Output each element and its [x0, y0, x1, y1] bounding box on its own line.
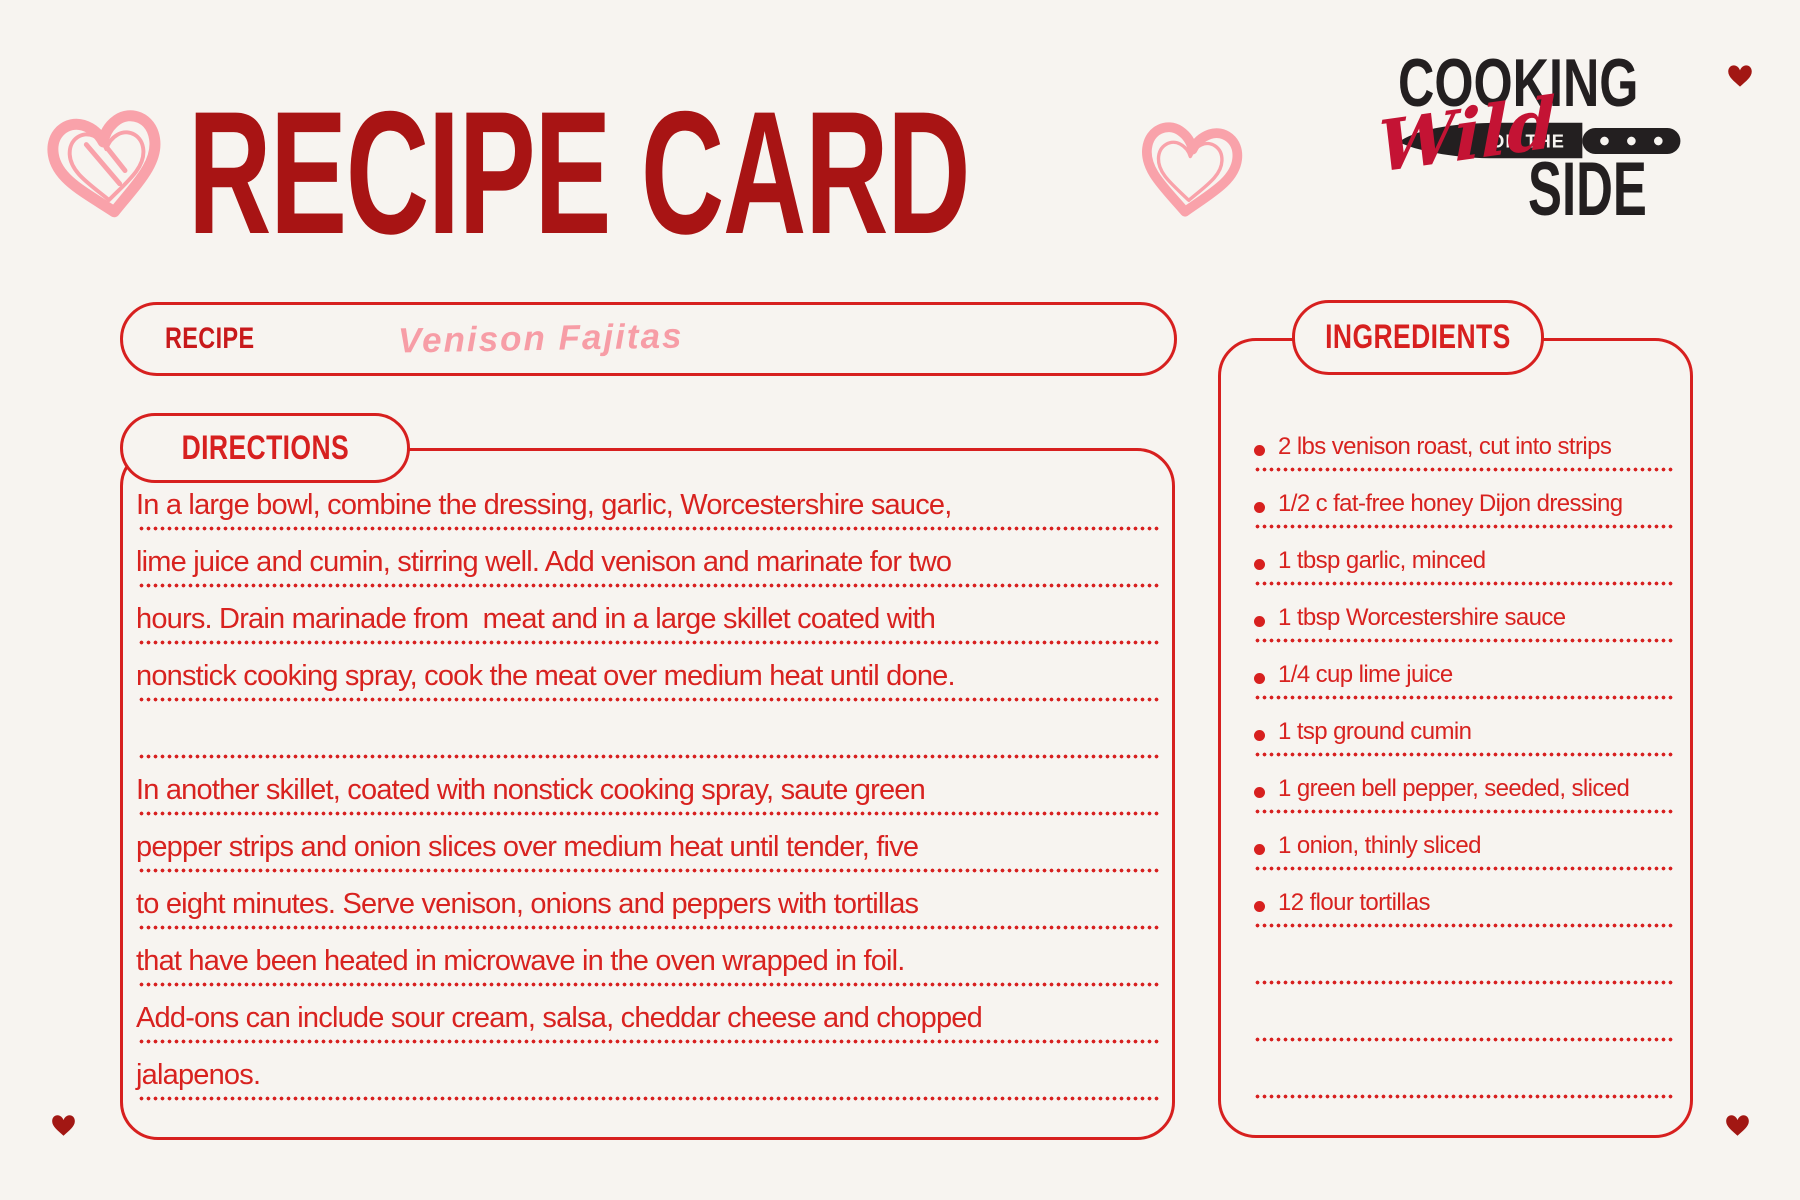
ingredient-item: 2 lbs venison roast, cut into strips — [1252, 415, 1676, 472]
directions-line: In another skillet, coated with nonstick… — [136, 759, 1162, 816]
directions-line-empty — [136, 702, 1162, 759]
corner-heart-bottom-right-icon — [1726, 1115, 1749, 1136]
page-title: RECIPE CARD — [188, 76, 971, 271]
ingredients-tab: INGREDIENTS — [1292, 300, 1544, 375]
recipe-label: RECIPE — [165, 322, 255, 355]
brand-logo: COOKING ON THE Wild SIDE — [1378, 45, 1710, 235]
ingredients-list: 2 lbs venison roast, cut into strips 1/2… — [1252, 415, 1676, 1099]
directions-line: that have been heated in microwave in th… — [136, 930, 1162, 987]
corner-heart-bottom-left-icon — [52, 1115, 75, 1136]
directions-tab: DIRECTIONS — [120, 413, 410, 483]
bullet-icon — [1254, 787, 1265, 798]
bullet-icon — [1254, 844, 1265, 855]
directions-line: nonstick cooking spray, cook the meat ov… — [136, 645, 1162, 702]
directions-box — [120, 448, 1175, 1140]
recipe-name-value: Venison Fajitas — [397, 316, 684, 361]
directions-line: to eight minutes. Serve venison, onions … — [136, 873, 1162, 930]
logo-cooking-text: COOKING — [1398, 45, 1639, 121]
ingredient-item-empty — [1252, 1042, 1676, 1099]
ingredient-item: 12 flour tortillas — [1252, 871, 1676, 928]
recipe-name-box: RECIPE Venison Fajitas — [120, 302, 1177, 376]
directions-list: In a large bowl, combine the dressing, g… — [136, 474, 1162, 1101]
bullet-icon — [1254, 445, 1265, 456]
knife-icon: ON THE — [1398, 122, 1681, 159]
bullet-icon — [1254, 616, 1265, 627]
bullet-icon — [1254, 901, 1265, 912]
pink-heart-right-icon — [1142, 122, 1243, 217]
directions-line: pepper strips and onion slices over medi… — [136, 816, 1162, 873]
corner-heart-top-right-icon — [1728, 65, 1752, 87]
ingredients-label: INGREDIENTS — [1325, 318, 1511, 356]
bullet-icon — [1254, 502, 1265, 513]
bullet-icon — [1254, 673, 1265, 684]
directions-line: In a large bowl, combine the dressing, g… — [136, 474, 1162, 531]
ingredient-item: 1 tbsp Worcestershire sauce — [1252, 586, 1676, 643]
directions-line: lime juice and cumin, stirring well. Add… — [136, 531, 1162, 588]
logo-on-the-text: ON THE — [1490, 131, 1565, 152]
ingredient-item-empty — [1252, 985, 1676, 1042]
bullet-icon — [1254, 559, 1265, 570]
directions-line: jalapenos. — [136, 1044, 1162, 1101]
ingredient-item: 1 onion, thinly sliced — [1252, 814, 1676, 871]
ingredient-item: 1 tsp ground cumin — [1252, 700, 1676, 757]
directions-line: hours. Drain marinade from meat and in a… — [136, 588, 1162, 645]
ingredient-item-empty — [1252, 928, 1676, 985]
ingredient-item: 1/4 cup lime juice — [1252, 643, 1676, 700]
ingredient-item: 1 tbsp garlic, minced — [1252, 529, 1676, 586]
directions-label: DIRECTIONS — [181, 428, 349, 467]
ingredient-item: 1/2 c fat-free honey Dijon dressing — [1252, 472, 1676, 529]
directions-line: Add-ons can include sour cream, salsa, c… — [136, 987, 1162, 1044]
logo-side-text: SIDE — [1528, 147, 1647, 232]
pink-heart-left-icon — [47, 110, 161, 218]
ingredient-item: 1 green bell pepper, seeded, sliced — [1252, 757, 1676, 814]
bullet-icon — [1254, 730, 1265, 741]
